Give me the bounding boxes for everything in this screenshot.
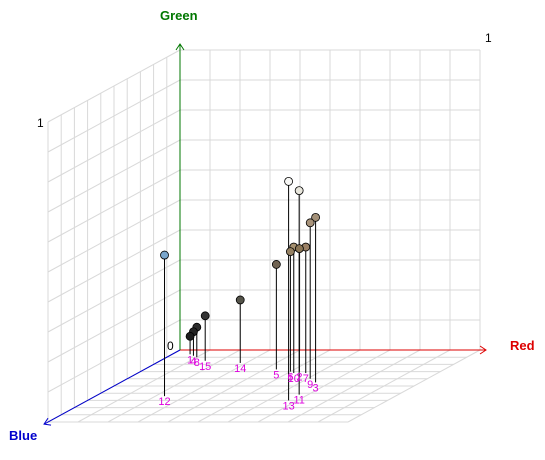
red-axis-title: Red: [510, 338, 535, 353]
tick-label-back-max: 1: [485, 31, 492, 45]
grid-line: [47, 199, 181, 273]
point-11: [294, 186, 304, 196]
point-label-11: 11: [293, 395, 304, 407]
green-axis-title: Green: [160, 8, 198, 23]
red-axis-arrow: [479, 345, 487, 355]
point-5: [271, 260, 281, 269]
point-12: [160, 250, 169, 260]
point-13: [284, 176, 294, 186]
blue-axis-line: [43, 349, 181, 425]
point-label-10: 10: [288, 373, 300, 385]
point-label-15: 15: [199, 361, 211, 373]
point-label-6: 6: [287, 372, 293, 384]
point-label-14: 14: [234, 363, 246, 375]
grid-line: [227, 349, 361, 423]
point-3: [311, 212, 321, 222]
grid-lines: [47, 49, 481, 423]
tick-label-origin: 0: [167, 339, 174, 353]
point-6: [285, 247, 295, 257]
point-14: [235, 295, 245, 305]
axes: [43, 43, 487, 426]
grid-line: [47, 139, 181, 213]
blue-axis-arrow: [43, 417, 52, 426]
point-label-13: 13: [282, 400, 294, 412]
point-2: [294, 244, 304, 254]
grid-line: [347, 349, 481, 423]
point-label-3: 3: [313, 382, 319, 394]
points: [160, 176, 321, 341]
point-label-5: 5: [273, 369, 279, 381]
point-label-7: 7: [303, 373, 309, 385]
green-axis-arrow: [175, 43, 185, 51]
point-label-9: 9: [307, 379, 313, 391]
point-label-1: 1: [187, 354, 193, 366]
point-label-12: 12: [158, 396, 170, 408]
grid-line: [317, 349, 451, 423]
point-1: [185, 331, 195, 341]
blue-axis-title: Blue: [9, 428, 37, 443]
point-9: [305, 218, 315, 228]
grid-line: [287, 349, 421, 423]
grid-line: [47, 79, 181, 153]
grid-line: [47, 169, 181, 243]
point-label-2: 2: [296, 372, 302, 384]
point-label-8: 8: [194, 357, 200, 369]
point-15: [200, 311, 210, 321]
grid-line: [47, 109, 181, 183]
grid-line: [257, 349, 391, 423]
tick-label-green-max: 1: [37, 116, 44, 130]
grid-line: [47, 49, 181, 123]
point-label-4: 4: [190, 356, 196, 368]
